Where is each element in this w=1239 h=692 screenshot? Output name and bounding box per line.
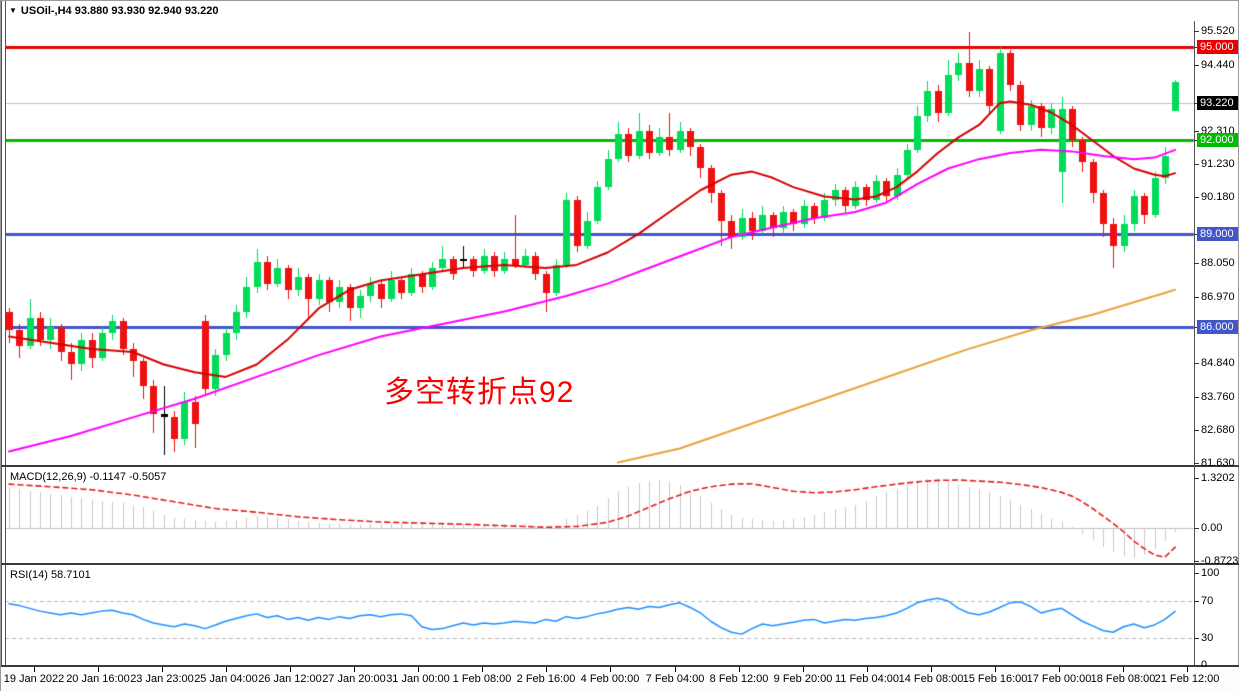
price-axis-tick (1194, 140, 1199, 141)
macd-axis-label: 1.3202 (1201, 472, 1235, 484)
price-axis-tick (1194, 665, 1199, 666)
time-axis-label: 21 Feb 12:00 (1154, 673, 1220, 685)
time-axis-label: 25 Jan 04:00 (194, 673, 258, 685)
rsi-indicator-label: RSI(14) 58.7101 (10, 569, 91, 581)
price-axis-tick (1194, 65, 1199, 66)
price-axis-tick (1194, 164, 1199, 165)
time-axis-label: 27 Jan 20:00 (322, 673, 386, 685)
time-axis-label: 31 Jan 00:00 (386, 673, 450, 685)
time-axis-label: 1 Feb 08:00 (452, 673, 512, 685)
price-axis-label: 82.680 (1201, 424, 1235, 436)
price-axis-tick (1194, 103, 1199, 104)
panel-separator[interactable] (1, 465, 1239, 467)
price-axis-tick (1194, 561, 1199, 562)
time-axis-tick (931, 667, 932, 672)
price-axis-label: 91.230 (1201, 158, 1235, 170)
time-axis-label: 23 Jan 23:00 (130, 673, 194, 685)
time-axis-tick (1123, 667, 1124, 672)
price-axis-label: 81.630 (1201, 457, 1235, 469)
price-axis-label: 84.840 (1201, 357, 1235, 369)
time-axis-label: 15 Feb 16:00 (962, 673, 1028, 685)
time-axis-label: 4 Feb 00:00 (580, 673, 640, 685)
time-axis-tick (98, 667, 99, 672)
time-axis-label: 7 Feb 04:00 (645, 673, 705, 685)
macd-axis-label: 0.00 (1201, 522, 1223, 534)
price-axis-badge: 95.000 (1197, 40, 1238, 54)
time-axis-tick (995, 667, 996, 672)
time-axis-label: 20 Jan 16:00 (66, 673, 130, 685)
time-axis-tick (162, 667, 163, 672)
time-axis-label: 11 Feb 04:00 (834, 673, 900, 685)
time-axis-tick (1059, 667, 1060, 672)
time-axis-tick (1187, 667, 1188, 672)
price-axis-badge: 89.000 (1197, 227, 1238, 241)
price-axis-tick (1194, 234, 1199, 235)
price-axis-label: 88.050 (1201, 257, 1235, 269)
price-axis-tick (1194, 263, 1199, 264)
time-axis-label: 18 Feb 08:00 (1090, 673, 1156, 685)
price-axis-tick (1194, 131, 1199, 132)
rsi-axis-label: 70 (1201, 595, 1214, 607)
price-axis-tick (1194, 573, 1199, 574)
quote-ohlc-label: 93.880 93.930 92.940 93.220 (74, 5, 219, 17)
price-axis-label: 86.970 (1201, 291, 1235, 303)
price-axis-label: 83.760 (1201, 391, 1235, 403)
price-axis-tick (1194, 478, 1199, 479)
time-axis-tick (867, 667, 868, 672)
price-axis-line (1194, 21, 1195, 665)
time-axis-tick (482, 667, 483, 672)
price-axis-tick (1194, 601, 1199, 602)
time-axis-label: 19 Jan 2022 (3, 673, 65, 685)
price-axis-tick (1194, 638, 1199, 639)
panel-separator[interactable] (1, 563, 1239, 565)
price-axis-badge: 93.220 (1197, 96, 1238, 110)
time-axis-label: 26 Jan 12:00 (258, 673, 322, 685)
rsi-axis-label: 30 (1201, 632, 1214, 644)
time-axis-tick (739, 667, 740, 672)
time-axis-label: 2 Feb 16:00 (516, 673, 576, 685)
price-axis-tick (1194, 31, 1199, 32)
price-axis-label: 90.180 (1201, 191, 1235, 203)
price-axis-tick (1194, 297, 1199, 298)
price-axis-tick (1194, 463, 1199, 464)
price-axis-tick (1194, 197, 1199, 198)
price-axis-tick (1194, 397, 1199, 398)
macd-axis-label: -0.8723 (1201, 555, 1239, 567)
chart-dropdown-icon[interactable]: ▼ (9, 6, 17, 15)
time-axis-tick (803, 667, 804, 672)
price-axis-label: 95.520 (1201, 25, 1235, 37)
time-axis-tick (290, 667, 291, 672)
window-left-edge (1, 1, 6, 692)
time-axis-label: 17 Feb 00:00 (1026, 673, 1092, 685)
time-axis-tick (418, 667, 419, 672)
time-axis-tick (675, 667, 676, 672)
time-axis-label: 9 Feb 20:00 (773, 673, 833, 685)
macd-indicator-label: MACD(12,26,9) -0.1147 -0.5057 (10, 471, 167, 483)
time-axis-tick (34, 667, 35, 672)
price-axis-label: 94.440 (1201, 59, 1235, 71)
price-axis-tick (1194, 47, 1199, 48)
price-axis-tick (1194, 363, 1199, 364)
rsi-axis-label: 0 (1201, 659, 1208, 671)
symbol-timeframe-label: USOil-,H4 (20, 5, 72, 17)
chart-title-bar: ▼ USOil-,H4 93.880 93.930 92.940 93.220 (9, 5, 218, 17)
price-axis-badge: 86.000 (1197, 320, 1238, 334)
price-axis-tick (1194, 430, 1199, 431)
panel-separator[interactable] (1, 665, 1239, 667)
price-axis-tick (1194, 327, 1199, 328)
time-axis-label: 8 Feb 12:00 (709, 673, 769, 685)
time-axis-tick (226, 667, 227, 672)
rsi-axis-label: 100 (1201, 567, 1220, 579)
time-axis[interactable]: 19 Jan 2022 20 Jan 16:00 23 Jan 23:00 25 Ja… (1, 667, 1239, 692)
price-axis-badge: 92.000 (1197, 133, 1238, 147)
time-axis-tick (546, 667, 547, 672)
time-axis-label: 14 Feb 08:00 (898, 673, 964, 685)
price-axis-tick (1194, 528, 1199, 529)
time-axis-tick (354, 667, 355, 672)
time-axis-tick (610, 667, 611, 672)
chart-text-annotation: 多空转折点92 (384, 376, 575, 409)
